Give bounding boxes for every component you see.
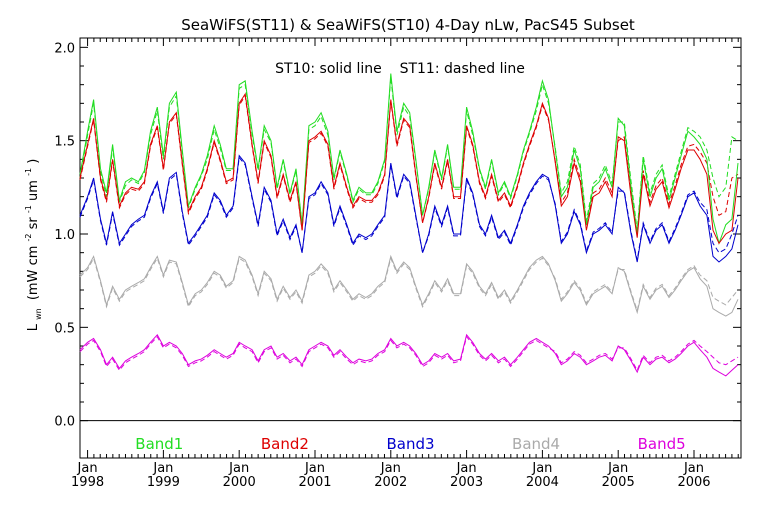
y-axis-label: L wn (mW cm -2 sr -1 um -1 ) bbox=[20, 159, 45, 332]
plot-area: 0.00.51.01.52.0Jan1998Jan1999Jan2000Jan2… bbox=[54, 37, 742, 490]
y-label-exp3: -1 bbox=[24, 168, 33, 176]
y-label-exp1: -2 bbox=[24, 233, 33, 241]
y-tick-label: 2.0 bbox=[54, 41, 75, 56]
y-tick-label: 0.0 bbox=[54, 415, 75, 430]
band5-st11-dashed-line bbox=[79, 335, 739, 372]
x-tick-year: 2000 bbox=[223, 475, 256, 490]
x-tick-month: Jan bbox=[531, 461, 552, 476]
x-tick-month: Jan bbox=[380, 461, 401, 476]
legend-band5: Band5 bbox=[638, 435, 686, 453]
y-label-main: L bbox=[26, 323, 41, 331]
band4-st11-dashed-line bbox=[79, 256, 739, 313]
x-tick-year: 2002 bbox=[374, 475, 407, 490]
x-tick-year: 1998 bbox=[71, 475, 104, 490]
y-label-close: ) bbox=[26, 159, 41, 164]
legend-band4: Band4 bbox=[512, 435, 560, 453]
x-tick-month: Jan bbox=[77, 461, 98, 476]
x-tick-year: 2003 bbox=[450, 475, 483, 490]
x-tick-month: Jan bbox=[152, 461, 173, 476]
plot-frame bbox=[79, 37, 742, 459]
y-tick-label: 1.5 bbox=[54, 135, 75, 150]
x-tick-month: Jan bbox=[607, 461, 628, 476]
x-tick-year: 2004 bbox=[526, 475, 559, 490]
legend-band3: Band3 bbox=[386, 435, 434, 453]
y-label-um: um bbox=[26, 180, 41, 201]
y-label-units: (mW cm bbox=[26, 246, 41, 301]
legend-band1: Band1 bbox=[135, 435, 183, 453]
legend-band2: Band2 bbox=[261, 435, 309, 453]
x-tick-month: Jan bbox=[304, 461, 325, 476]
chart-subtitle: ST10: solid line ST11: dashed line bbox=[275, 61, 525, 77]
band2-st10-solid-line bbox=[79, 92, 739, 245]
svg-text:L wn (mW cm: L wn (mW cm -2 sr -1 um -1 ) bbox=[20, 159, 45, 332]
x-tick-month: Jan bbox=[228, 461, 249, 476]
x-tick-month: Jan bbox=[456, 461, 477, 476]
y-tick-label: 0.5 bbox=[54, 321, 75, 336]
band3-st10-solid-line bbox=[79, 154, 739, 263]
band1-st10-solid-line bbox=[79, 73, 739, 246]
x-tick-year: 2001 bbox=[298, 475, 331, 490]
x-tick-year: 1999 bbox=[147, 475, 180, 490]
x-tick-year: 2006 bbox=[677, 475, 710, 490]
y-label-sr: sr bbox=[26, 217, 41, 230]
band5-st10-solid-line bbox=[79, 333, 739, 377]
chart-title: SeaWiFS(ST11) & SeaWiFS(ST10) 4-Day nLw,… bbox=[181, 16, 635, 34]
x-tick-month: Jan bbox=[683, 461, 704, 476]
y-tick-label: 1.0 bbox=[54, 228, 75, 243]
y-label-exp2: -1 bbox=[24, 205, 33, 213]
x-tick-year: 2005 bbox=[602, 475, 635, 490]
band4-st10-solid-line bbox=[79, 254, 739, 317]
y-label-subscript: wn bbox=[34, 308, 43, 320]
